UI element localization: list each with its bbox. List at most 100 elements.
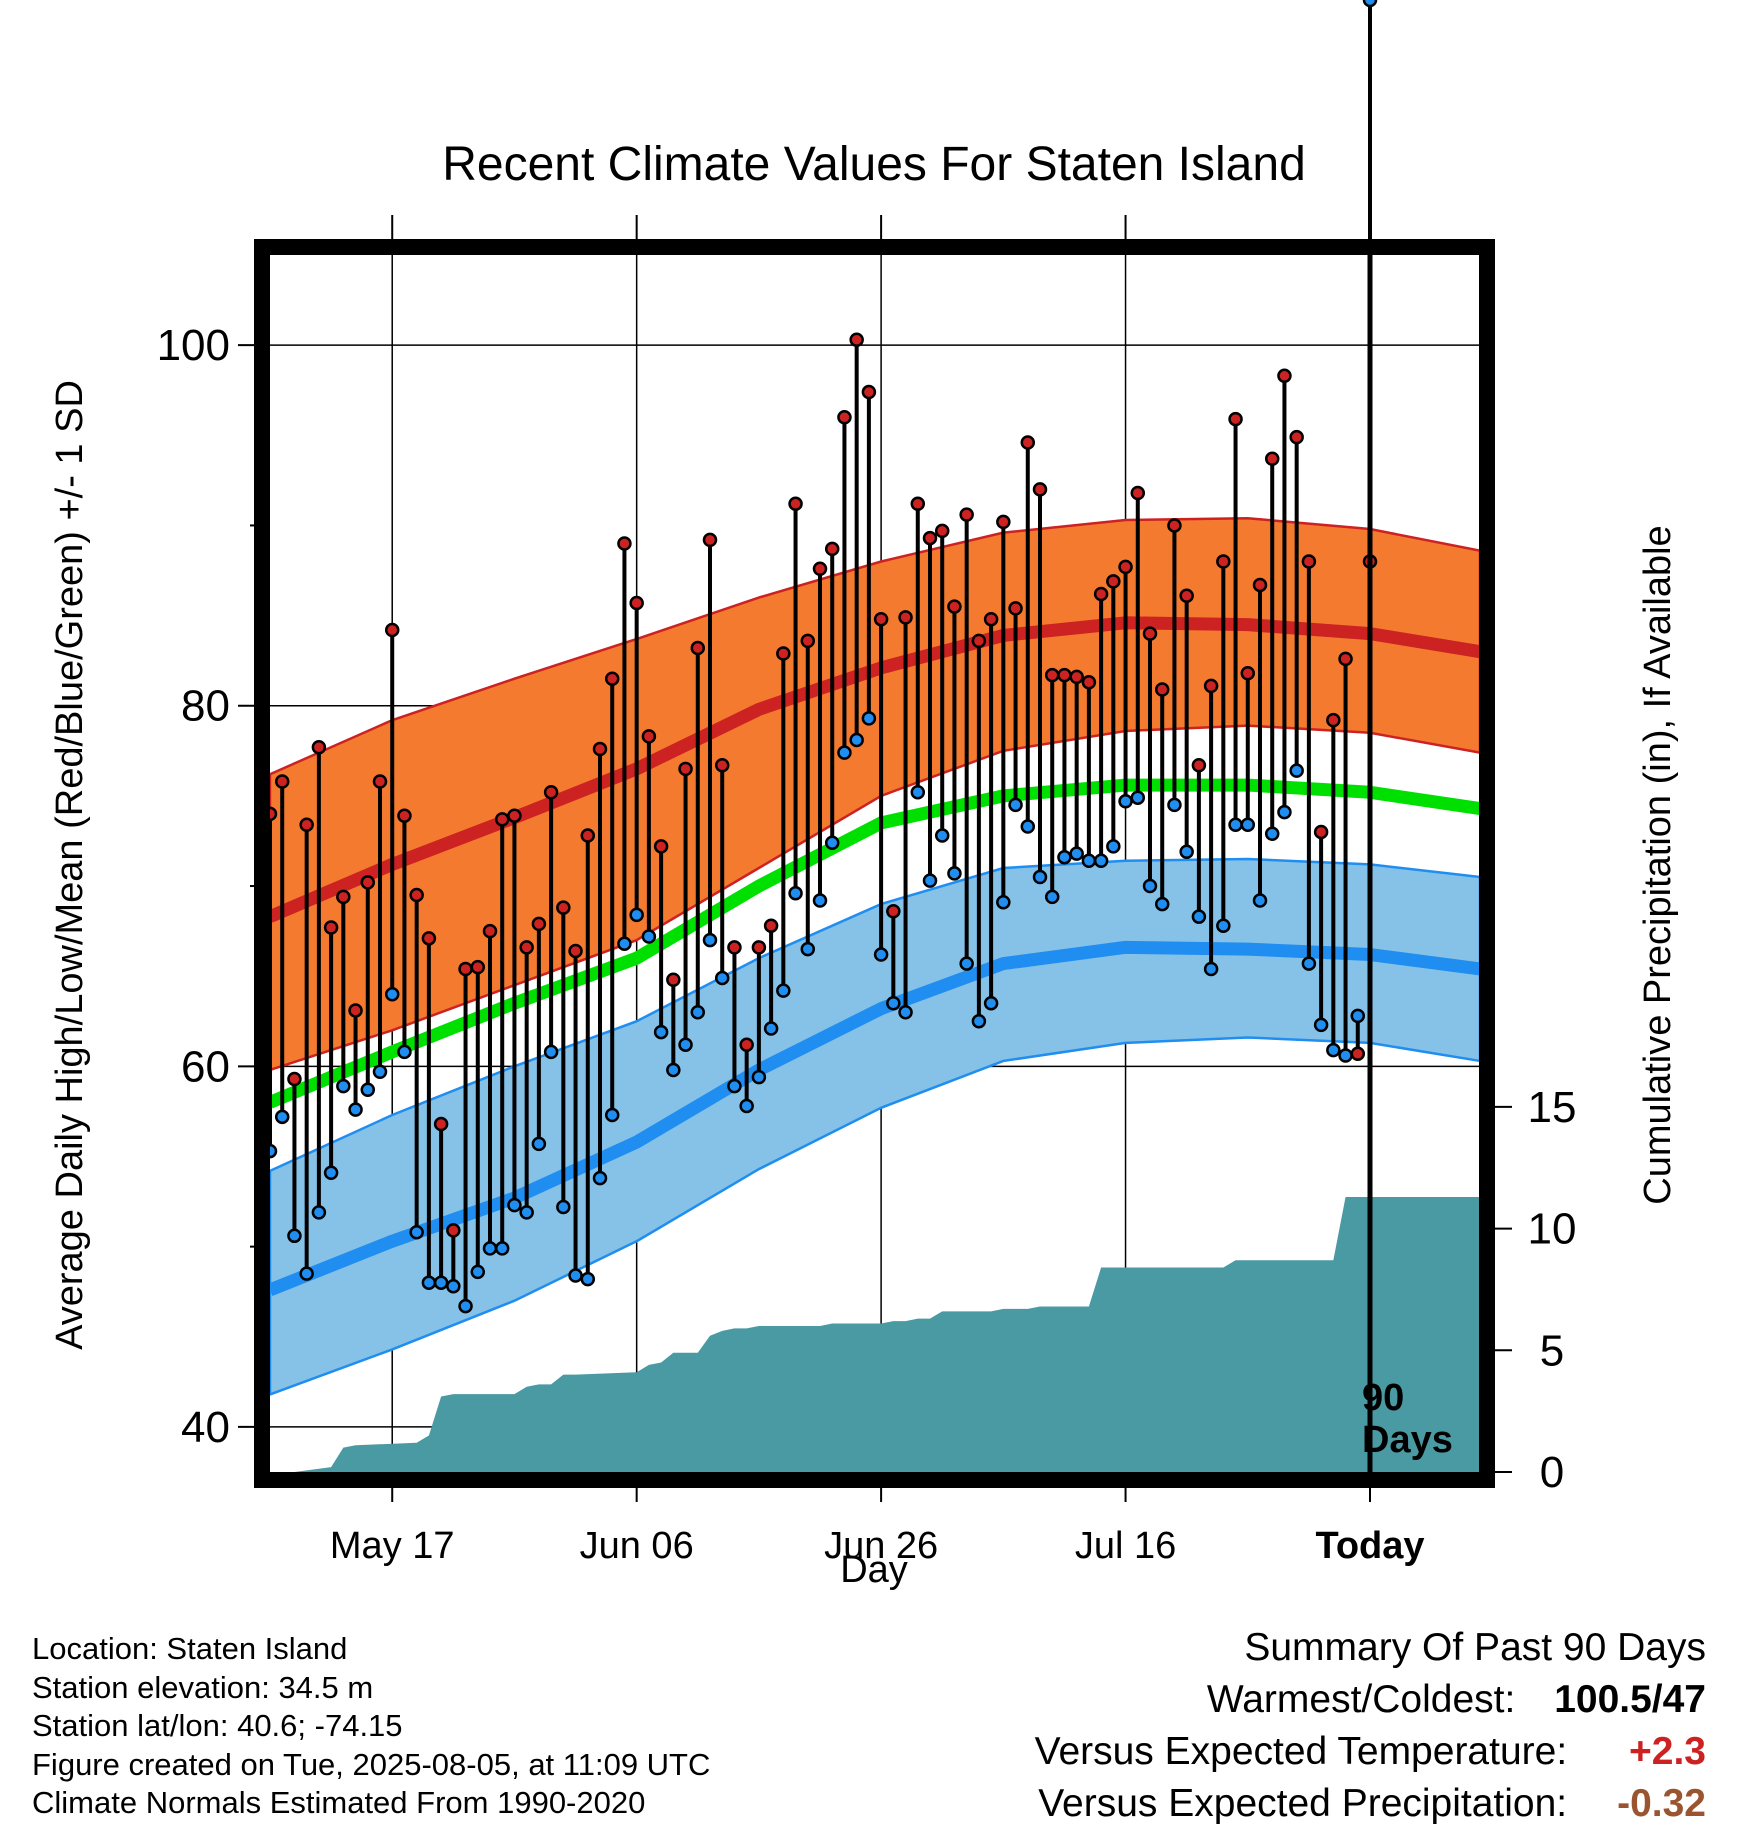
daily-high-point — [776, 646, 791, 661]
station-info: Location: Staten Island Station elevatio… — [32, 1630, 852, 1823]
daily-low-point — [1093, 853, 1109, 869]
figure-created: Figure created on Tue, 2025-08-05, at 11… — [32, 1746, 711, 1782]
daily-high-point — [543, 785, 559, 800]
summary-precipitation: Versus Expected Precipitation: -0.32 — [726, 1778, 1706, 1830]
daily-low-point — [690, 1004, 706, 1020]
precipitation-anomaly-value: -0.32 — [1617, 1782, 1706, 1825]
station-location: Location: Staten Island — [32, 1631, 348, 1666]
x-axis-label: Day — [840, 1549, 908, 1591]
daily-low-point — [421, 1275, 437, 1290]
left-tick-label: 60 — [181, 1042, 230, 1091]
daily-low-point — [1277, 804, 1292, 820]
station-latlon: Station lat/lon: 40.6; -74.15 — [32, 1708, 403, 1743]
right-tick-label: 10 — [1528, 1205, 1577, 1254]
daily-low-point — [776, 983, 791, 998]
daily-low-point — [1106, 839, 1121, 854]
summary-warmest-coldest: Warmest/Coldest: 100.5/47 — [726, 1674, 1706, 1726]
daily-high-point — [922, 530, 938, 546]
daily-high-point — [800, 633, 816, 649]
normals-period: Climate Normals Estimated From 1990-2020 — [32, 1785, 646, 1820]
daily-low-point — [1350, 1008, 1366, 1024]
left-tick-label: 40 — [181, 1403, 230, 1452]
daily-low-point — [641, 929, 657, 944]
daily-low-point — [837, 745, 852, 760]
daily-high-point — [653, 839, 669, 854]
daily-low-point — [629, 907, 644, 923]
daily-low-point — [934, 828, 950, 843]
daily-low-point — [323, 1165, 339, 1180]
daily-value-points — [262, 0, 1378, 1314]
left-tick-label: 80 — [181, 682, 230, 731]
daily-low-point — [1203, 961, 1219, 977]
normal-low-line — [267, 940, 1481, 1296]
daily-high-point — [1191, 757, 1207, 773]
daily-high-point — [959, 507, 974, 522]
daily-high-point — [323, 920, 339, 935]
daily-low-point — [910, 785, 926, 800]
daily-high-point — [299, 817, 314, 832]
daily-high-point — [519, 940, 534, 955]
daily-high-point — [641, 729, 657, 744]
daily-high-point — [1301, 554, 1317, 569]
x-tick-label: Today — [1315, 1525, 1424, 1567]
summary-temperature: Versus Expected Temperature: +2.3 — [726, 1726, 1706, 1778]
daily-low-point — [1289, 763, 1304, 778]
daily-high-point — [812, 561, 828, 576]
plot-frame — [254, 239, 1495, 1488]
daily-high-point — [433, 1116, 449, 1132]
daily-low-point — [458, 1298, 473, 1314]
daily-high-point — [947, 599, 962, 614]
daily-low-point — [470, 1264, 486, 1280]
daily-low-point — [348, 1102, 363, 1117]
daily-low-point — [482, 1241, 498, 1256]
right-axis-ticks: 0 5 10 15 — [1488, 1083, 1576, 1497]
daily-high-point — [1130, 485, 1146, 501]
x-tick-label: Jun 26 — [824, 1525, 938, 1567]
daily-low-point — [531, 1136, 547, 1152]
left-axis-ticks: 40 60 80 100 — [157, 321, 262, 1452]
daily-high-point — [580, 828, 596, 843]
daily-low-point — [1252, 893, 1268, 908]
daily-low-point — [336, 1078, 351, 1094]
daily-high-point — [983, 611, 999, 627]
daily-low-point — [433, 1275, 449, 1290]
today-marker-line2: Days — [1362, 1419, 1453, 1461]
daily-high-point — [1093, 586, 1109, 602]
daily-low-point — [1362, 0, 1378, 8]
today-marker-line1: 90 — [1362, 1377, 1404, 1419]
daily-low-point — [812, 893, 828, 908]
daily-low-point — [898, 1004, 913, 1020]
daily-high-point — [1044, 667, 1060, 683]
daily-high-point — [360, 875, 376, 890]
daily-range-stems — [268, 0, 1372, 1307]
daily-low-point — [1057, 849, 1072, 865]
daily-low-point — [1081, 853, 1097, 869]
daily-high-point — [849, 332, 864, 347]
daily-low-point — [971, 1014, 987, 1029]
daily-low-point — [287, 1228, 302, 1244]
daily-low-point — [1264, 826, 1280, 842]
right-tick-label: 0 — [1540, 1448, 1564, 1497]
daily-high-point — [678, 761, 693, 777]
daily-high-point — [1338, 651, 1353, 667]
daily-low-point — [372, 1064, 388, 1079]
daily-low-point — [409, 1224, 424, 1240]
daily-high-point — [1057, 667, 1072, 683]
daily-high-point — [1106, 574, 1121, 589]
daily-low-point — [678, 1037, 693, 1052]
daily-low-point — [384, 986, 400, 1002]
daily-high-point — [1008, 601, 1023, 616]
daily-high-point — [690, 640, 706, 656]
daily-high-point — [336, 889, 351, 905]
daily-high-point — [592, 741, 608, 757]
x-axis-ticks: May 17 Jun 06 Jun 26 Jul 16 Today — [330, 215, 1425, 1567]
precipitation-anomaly-label: Versus Expected Precipitation: — [1038, 1782, 1568, 1825]
daily-high-point — [1313, 824, 1329, 840]
daily-high-point — [604, 671, 620, 686]
daily-high-point — [824, 541, 840, 557]
daily-low-point — [714, 970, 730, 986]
daily-high-point — [421, 931, 437, 946]
daily-low-point — [274, 1109, 290, 1125]
daily-high-point — [934, 523, 950, 539]
summary-heading: Summary Of Past 90 Days — [1244, 1626, 1706, 1669]
